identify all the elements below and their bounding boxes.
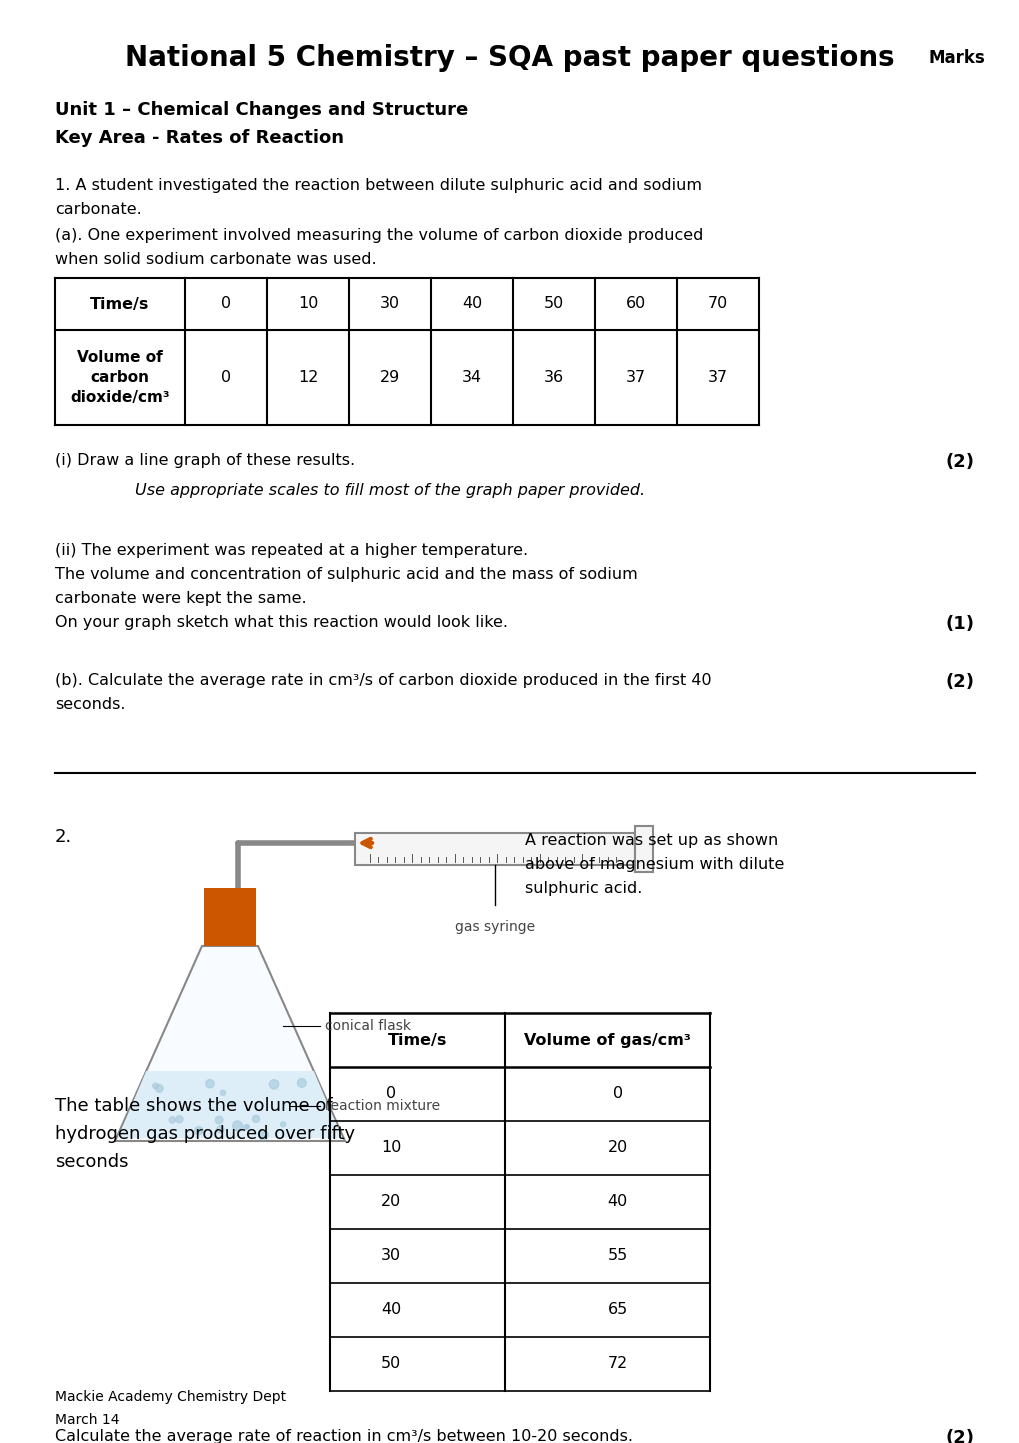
- Text: 40: 40: [381, 1303, 401, 1317]
- Text: when solid sodium carbonate was used.: when solid sodium carbonate was used.: [55, 253, 376, 267]
- Text: 30: 30: [379, 296, 399, 312]
- Text: Mackie Academy Chemistry Dept: Mackie Academy Chemistry Dept: [55, 1390, 286, 1404]
- Text: (2): (2): [945, 453, 974, 470]
- Text: 37: 37: [626, 369, 645, 385]
- Text: reaction mixture: reaction mixture: [325, 1100, 439, 1113]
- Text: sulphuric acid.: sulphuric acid.: [525, 882, 642, 896]
- Text: 0: 0: [221, 296, 231, 312]
- Text: Time/s: Time/s: [91, 296, 150, 312]
- Text: 72: 72: [607, 1356, 628, 1371]
- Text: 10: 10: [381, 1140, 401, 1156]
- Text: conical flask: conical flask: [325, 1019, 411, 1033]
- Circle shape: [244, 1126, 248, 1130]
- Circle shape: [252, 1115, 259, 1123]
- Circle shape: [298, 1078, 306, 1088]
- Text: Marks: Marks: [927, 49, 984, 66]
- Text: 70: 70: [707, 296, 728, 312]
- Text: Key Area - Rates of Reaction: Key Area - Rates of Reaction: [55, 128, 343, 147]
- Circle shape: [195, 1127, 203, 1134]
- Circle shape: [245, 1124, 250, 1128]
- Text: (b). Calculate the average rate in cm³/s of carbon dioxide produced in the first: (b). Calculate the average rate in cm³/s…: [55, 672, 711, 688]
- Text: (2): (2): [945, 672, 974, 691]
- Bar: [635, 825, 652, 872]
- Circle shape: [232, 1121, 243, 1131]
- Text: (i) Draw a line graph of these results.: (i) Draw a line graph of these results.: [55, 453, 355, 468]
- Text: 37: 37: [707, 369, 728, 385]
- Bar: [204, 887, 256, 947]
- Text: The volume and concentration of sulphuric acid and the mass of sodium: The volume and concentration of sulphuri…: [55, 567, 637, 582]
- Circle shape: [280, 1121, 285, 1127]
- Text: 1. A student investigated the reaction between dilute sulphuric acid and sodium: 1. A student investigated the reaction b…: [55, 177, 701, 193]
- Circle shape: [217, 1126, 224, 1133]
- Text: carbonate were kept the same.: carbonate were kept the same.: [55, 592, 307, 606]
- Circle shape: [206, 1079, 214, 1088]
- Polygon shape: [118, 1071, 341, 1139]
- Circle shape: [169, 1117, 175, 1123]
- Text: On your graph sketch what this reaction would look like.: On your graph sketch what this reaction …: [55, 615, 507, 631]
- Text: 36: 36: [543, 369, 564, 385]
- Text: 20: 20: [381, 1195, 401, 1209]
- Circle shape: [269, 1079, 278, 1089]
- Text: hydrogen gas produced over fifty: hydrogen gas produced over fifty: [55, 1126, 355, 1143]
- Text: Unit 1 – Chemical Changes and Structure: Unit 1 – Chemical Changes and Structure: [55, 101, 468, 118]
- Circle shape: [230, 1101, 234, 1105]
- Text: (ii) The experiment was repeated at a higher temperature.: (ii) The experiment was repeated at a hi…: [55, 543, 528, 558]
- Bar: [355, 833, 635, 864]
- Text: 40: 40: [607, 1195, 628, 1209]
- Text: 2.: 2.: [55, 828, 72, 846]
- Text: 20: 20: [607, 1140, 628, 1156]
- Text: 50: 50: [543, 296, 564, 312]
- Circle shape: [175, 1115, 182, 1123]
- Text: seconds: seconds: [55, 1153, 128, 1172]
- Text: (a). One experiment involved measuring the volume of carbon dioxide produced: (a). One experiment involved measuring t…: [55, 228, 703, 242]
- Text: above of magnesium with dilute: above of magnesium with dilute: [525, 857, 784, 872]
- Circle shape: [220, 1091, 225, 1095]
- Text: A reaction was set up as shown: A reaction was set up as shown: [525, 833, 777, 848]
- Text: 0: 0: [221, 369, 231, 385]
- Text: carbonate.: carbonate.: [55, 202, 142, 216]
- Text: (1): (1): [945, 615, 974, 633]
- Circle shape: [215, 1115, 223, 1124]
- Text: 40: 40: [462, 296, 482, 312]
- Text: 55: 55: [607, 1248, 628, 1264]
- Text: Time/s: Time/s: [387, 1033, 446, 1048]
- Text: March 14: March 14: [55, 1413, 119, 1427]
- Text: 29: 29: [379, 369, 399, 385]
- Text: Volume of gas/cm³: Volume of gas/cm³: [524, 1033, 690, 1048]
- Text: Calculate the average rate of reaction in cm³/s between 10-20 seconds.: Calculate the average rate of reaction i…: [55, 1429, 633, 1443]
- Circle shape: [155, 1085, 163, 1092]
- Polygon shape: [115, 947, 344, 1141]
- Text: gas syringe: gas syringe: [454, 921, 535, 934]
- Text: 50: 50: [381, 1356, 401, 1371]
- Circle shape: [258, 1130, 268, 1140]
- Text: National 5 Chemistry – SQA past paper questions: National 5 Chemistry – SQA past paper qu…: [125, 43, 894, 72]
- Text: 65: 65: [607, 1303, 628, 1317]
- Text: 0: 0: [612, 1087, 623, 1101]
- Text: Volume of
carbon
dioxide/cm³: Volume of carbon dioxide/cm³: [70, 351, 169, 405]
- Text: 60: 60: [626, 296, 645, 312]
- Text: 30: 30: [381, 1248, 400, 1264]
- Text: 0: 0: [386, 1087, 396, 1101]
- Text: 34: 34: [462, 369, 482, 385]
- Text: 12: 12: [298, 369, 318, 385]
- Text: 10: 10: [298, 296, 318, 312]
- Text: seconds.: seconds.: [55, 697, 125, 711]
- Circle shape: [153, 1084, 158, 1089]
- Text: The table shows the volume of: The table shows the volume of: [55, 1097, 332, 1115]
- Text: Use appropriate scales to fill most of the graph paper provided.: Use appropriate scales to fill most of t…: [135, 483, 644, 498]
- Text: (2): (2): [945, 1429, 974, 1443]
